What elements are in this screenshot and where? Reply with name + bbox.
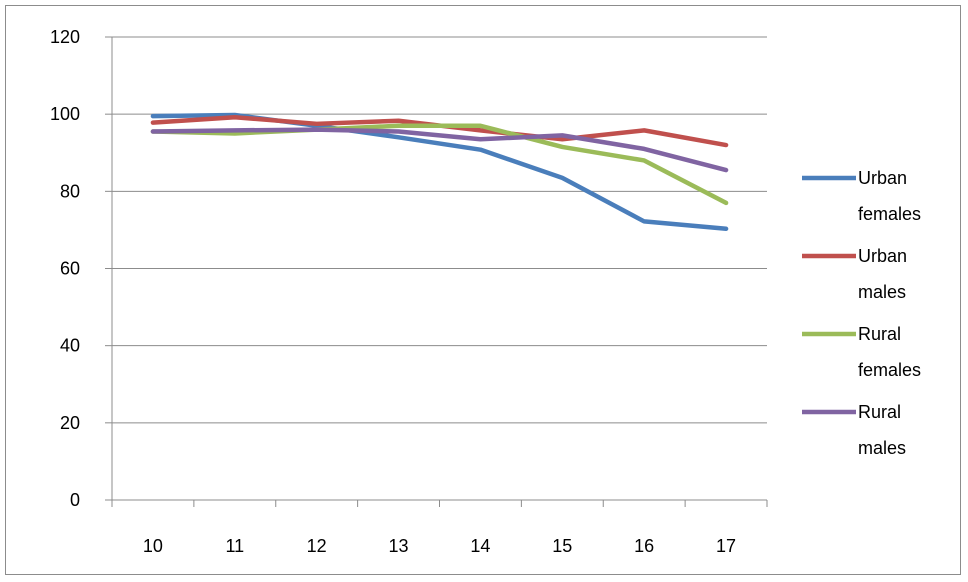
series-line-rural-females bbox=[150, 123, 729, 206]
x-tick-label: 17 bbox=[716, 536, 736, 556]
x-tick-label: 11 bbox=[225, 536, 244, 556]
legend-label: Urban bbox=[858, 168, 907, 188]
y-tick-label: 40 bbox=[60, 336, 80, 356]
gridlines bbox=[112, 36, 767, 424]
legend-label: females bbox=[858, 360, 921, 380]
y-tick-label: 0 bbox=[70, 490, 80, 510]
x-tick-label: 14 bbox=[470, 536, 490, 556]
chart-frame bbox=[5, 5, 961, 575]
x-tick-label: 12 bbox=[307, 536, 327, 556]
x-tick-label: 13 bbox=[389, 536, 409, 556]
legend-label: females bbox=[858, 204, 921, 224]
series-lines bbox=[150, 112, 729, 232]
legend-label: Rural bbox=[858, 402, 901, 422]
axes: 0 20 40 60 80 100 120 10 11 12 13 14 15 16 17 bbox=[50, 27, 768, 556]
y-tick-label: 60 bbox=[60, 259, 80, 279]
series-line-rural-males bbox=[150, 127, 729, 173]
legend-label: males bbox=[858, 282, 906, 302]
legend-label: Urban bbox=[858, 246, 907, 266]
y-tick-label: 100 bbox=[50, 104, 80, 124]
x-tick-label: 16 bbox=[634, 536, 654, 556]
y-tick-label: 120 bbox=[50, 27, 80, 47]
y-tick-label: 20 bbox=[60, 413, 80, 433]
legend-label: Rural bbox=[858, 324, 901, 344]
legend-label: males bbox=[858, 438, 906, 458]
y-tick-label: 80 bbox=[60, 181, 80, 201]
x-tick-label: 10 bbox=[143, 536, 163, 556]
x-tick-label: 15 bbox=[552, 536, 572, 556]
legend: Urban females Urban males Rural females Rural m… bbox=[802, 168, 921, 458]
